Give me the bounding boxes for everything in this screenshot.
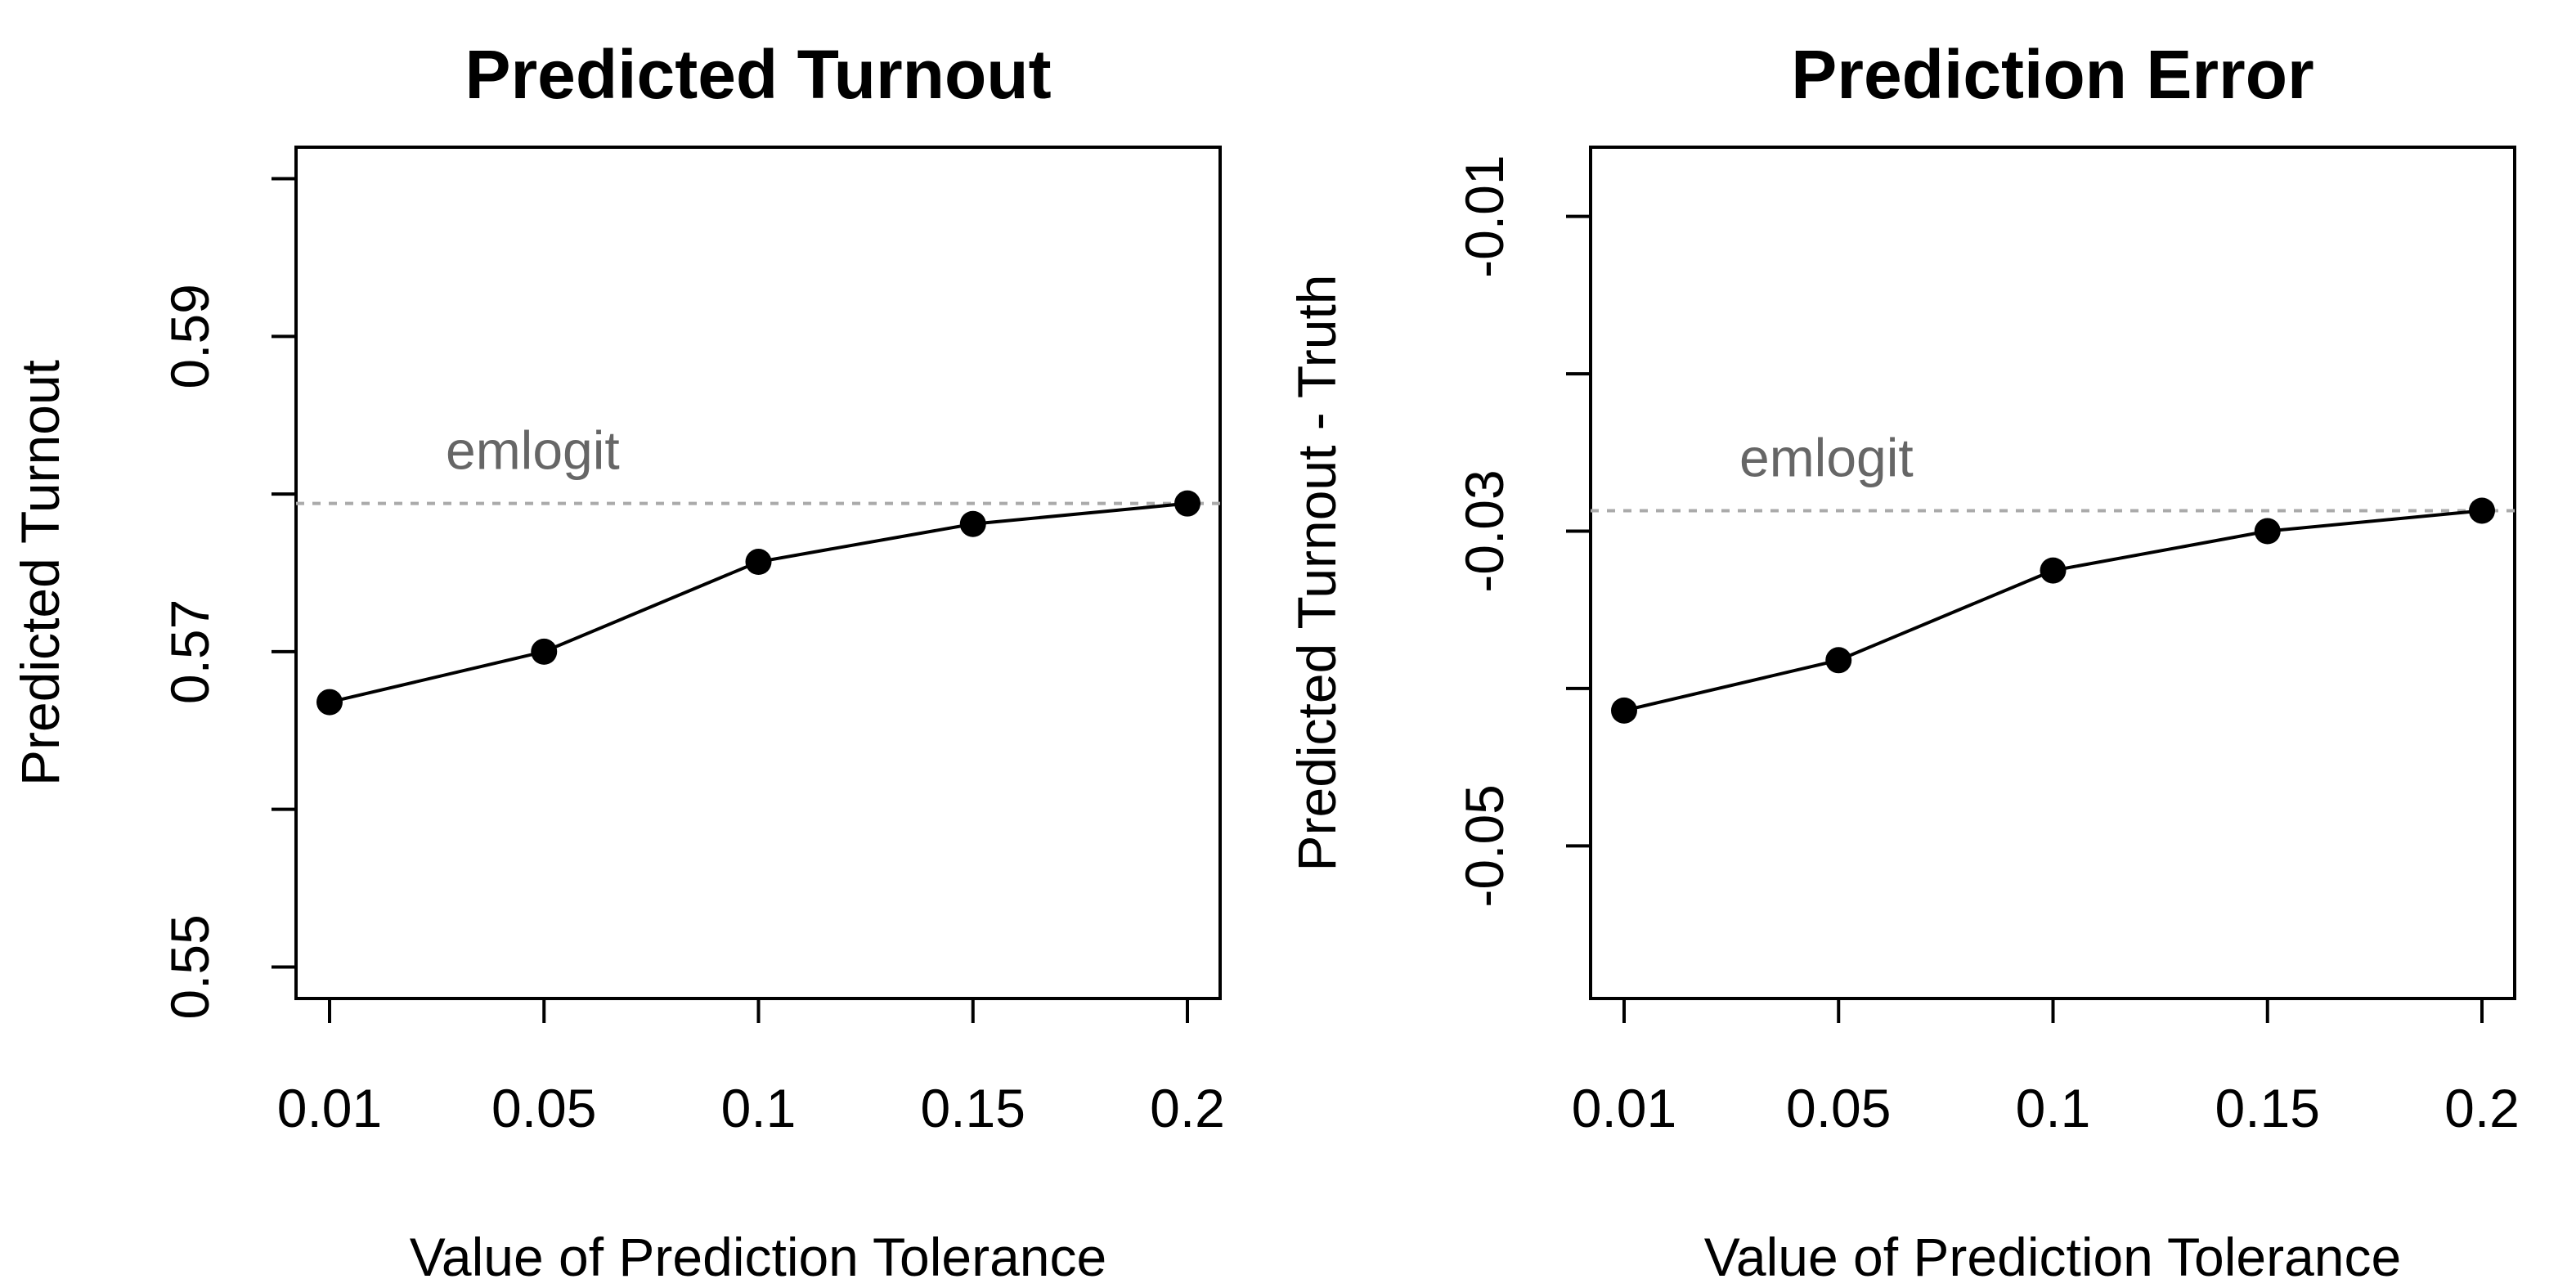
- data-point: [745, 549, 772, 576]
- y-tick-label: -0.03: [1454, 469, 1515, 592]
- x-tick-label: 0.05: [1786, 1078, 1891, 1138]
- data-point: [1174, 490, 1200, 517]
- series-line: [329, 501, 1188, 704]
- x-axis-label: Value of Prediction Tolerance: [410, 1227, 1106, 1287]
- reference-label: emlogit: [446, 420, 620, 481]
- x-axis-label: Value of Prediction Tolerance: [1704, 1227, 2401, 1287]
- x-tick-label: 0.01: [1572, 1078, 1676, 1138]
- chart-panel-2: Prediction Error -0.05 -0.03 -0.01 0.01 0.05 0…: [1286, 36, 2520, 1287]
- y-tick-label: 0.59: [159, 284, 220, 388]
- y-tick-label: 0.57: [159, 599, 220, 704]
- chart-title: Prediction Error: [1791, 36, 2313, 113]
- chart-panel-1: Predicted Turnout 0.55 0.57 0.59 0.01 0.05 0.1…: [10, 36, 1225, 1287]
- x-tick-label: 0.01: [277, 1078, 382, 1138]
- data-point: [1825, 647, 1852, 674]
- series-line: [1623, 509, 2483, 712]
- y-tick-label: 0.55: [159, 914, 220, 1019]
- data-point: [1611, 697, 1637, 724]
- x-tick-label: 0.2: [2444, 1078, 2520, 1138]
- data-point: [2254, 518, 2281, 545]
- y-axis-label: Predicted Turnout: [10, 360, 70, 786]
- y-tick-label: -0.01: [1454, 155, 1515, 277]
- x-tick-label: 0.05: [491, 1078, 596, 1138]
- x-tick-label: 0.1: [721, 1078, 797, 1138]
- x-tick-label: 0.15: [2215, 1078, 2320, 1138]
- reference-label: emlogit: [1739, 427, 1914, 487]
- data-point: [2469, 497, 2495, 524]
- y-tick-label: -0.05: [1454, 784, 1515, 907]
- data-point: [316, 689, 343, 716]
- x-tick-label: 0.2: [1150, 1078, 1225, 1138]
- data-point: [2040, 557, 2067, 584]
- x-tick-label: 0.1: [2016, 1078, 2091, 1138]
- data-point: [959, 510, 986, 537]
- data-point: [531, 638, 558, 665]
- x-tick-label: 0.15: [921, 1078, 1025, 1138]
- chart-title: Predicted Turnout: [464, 36, 1051, 113]
- y-axis-label: Predicted Turnout - Truth: [1286, 274, 1347, 871]
